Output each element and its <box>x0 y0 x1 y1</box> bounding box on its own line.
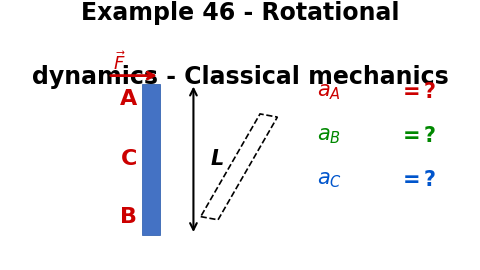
Text: $\boldsymbol{a_B}$: $\boldsymbol{a_B}$ <box>317 126 341 146</box>
Text: B: B <box>120 207 137 227</box>
Text: $\vec{F}$: $\vec{F}$ <box>113 51 125 74</box>
Text: $\boldsymbol{=?}$: $\boldsymbol{=?}$ <box>398 170 437 190</box>
Text: dynamics - Classical mechanics: dynamics - Classical mechanics <box>32 65 448 89</box>
Bar <box>142 84 160 235</box>
Text: $\boldsymbol{=?}$: $\boldsymbol{=?}$ <box>398 82 437 102</box>
Text: A: A <box>120 89 137 109</box>
Text: Example 46 - Rotational: Example 46 - Rotational <box>81 1 399 25</box>
Text: $\boldsymbol{a_A}$: $\boldsymbol{a_A}$ <box>317 82 341 102</box>
Text: L: L <box>210 149 224 169</box>
Text: $\boldsymbol{=?}$: $\boldsymbol{=?}$ <box>398 126 437 146</box>
Text: C: C <box>120 149 137 169</box>
Text: $\boldsymbol{a_C}$: $\boldsymbol{a_C}$ <box>317 170 342 190</box>
